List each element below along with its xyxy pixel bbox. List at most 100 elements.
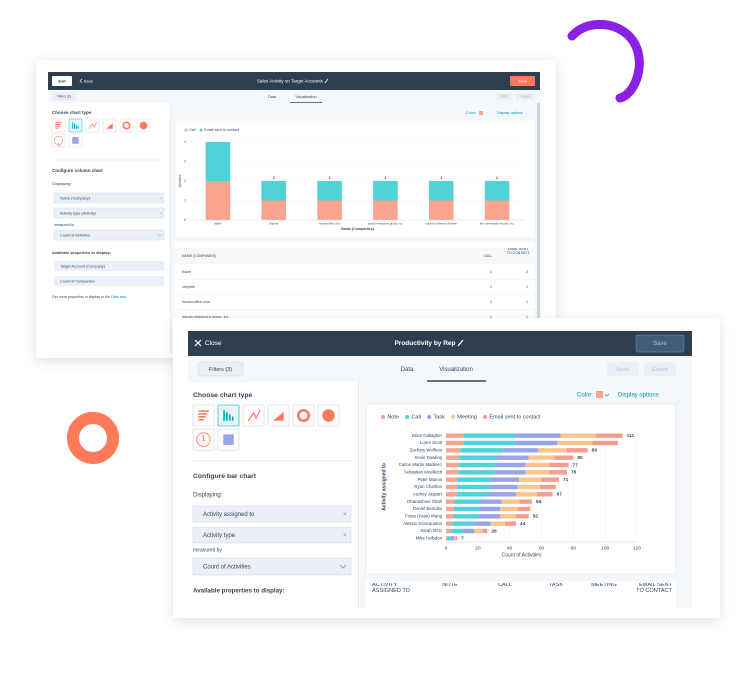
chart-type-option[interactable] bbox=[292, 404, 315, 427]
data-label: 2 bbox=[384, 176, 386, 180]
save-button[interactable] bbox=[510, 76, 535, 86]
bar-segment bbox=[503, 448, 539, 453]
tab[interactable]: Visualization bbox=[295, 95, 316, 99]
section-title: Configure column chart bbox=[52, 168, 103, 173]
measure-select[interactable] bbox=[192, 557, 352, 576]
legend-label: Call bbox=[411, 414, 421, 420]
bar-segment bbox=[525, 462, 550, 468]
legend-marker bbox=[426, 414, 432, 420]
display-options[interactable]: Display options bbox=[618, 393, 659, 399]
color-label[interactable]: Color: bbox=[466, 111, 476, 115]
bar-segment bbox=[517, 506, 531, 512]
bar-segment bbox=[484, 200, 510, 220]
y-tick-label: Dhanashree Shah bbox=[407, 499, 442, 504]
chart-type-option[interactable] bbox=[242, 404, 265, 427]
table-cell: panda restaurant group, inc. bbox=[182, 315, 230, 319]
color-swatch[interactable] bbox=[479, 111, 483, 115]
remove-icon[interactable]: × bbox=[160, 196, 163, 201]
chart-type-option[interactable] bbox=[192, 428, 215, 451]
back-icon bbox=[79, 78, 83, 84]
back-link[interactable]: Back bbox=[84, 79, 93, 84]
bar-segment bbox=[463, 440, 515, 446]
chart-type-option[interactable] bbox=[85, 118, 100, 133]
field-chip[interactable] bbox=[53, 207, 165, 219]
bar-segment bbox=[457, 484, 491, 490]
filters-button[interactable] bbox=[197, 361, 244, 377]
table-cell: 1 bbox=[490, 285, 492, 289]
bar-segment bbox=[317, 181, 342, 201]
edit-icon[interactable] bbox=[457, 339, 464, 347]
field-chip[interactable] bbox=[53, 192, 165, 204]
table-header bbox=[175, 248, 535, 264]
chart-type-option[interactable] bbox=[192, 404, 215, 427]
chart-type-option[interactable] bbox=[51, 118, 66, 133]
x-tick-label: 100 bbox=[601, 545, 609, 551]
report-title: Sales Activity on Target Accounts bbox=[257, 79, 324, 84]
edit-icon[interactable] bbox=[324, 78, 329, 84]
bar-segment bbox=[458, 470, 496, 475]
save-button[interactable] bbox=[635, 334, 685, 353]
chart-type-option[interactable] bbox=[68, 118, 83, 133]
section-title: Configure bar chart bbox=[193, 473, 257, 480]
display-options[interactable]: Display options bbox=[497, 111, 523, 115]
export-button[interactable] bbox=[516, 93, 535, 100]
bar-segment bbox=[484, 181, 510, 201]
table-cell: 1 bbox=[490, 300, 492, 304]
table-cell: 2 bbox=[526, 270, 528, 274]
caret bbox=[157, 233, 163, 237]
undo-button[interactable] bbox=[495, 93, 513, 100]
color-label[interactable]: Color: bbox=[577, 393, 593, 399]
field-chip[interactable] bbox=[192, 526, 352, 544]
measure-select[interactable] bbox=[53, 229, 165, 241]
icon-glyph bbox=[53, 135, 64, 145]
bar-segment bbox=[474, 528, 483, 534]
section-title: Choose chart type bbox=[52, 110, 92, 115]
chart-panel bbox=[174, 119, 536, 239]
header-bar bbox=[188, 331, 692, 356]
bar-segment bbox=[453, 536, 456, 541]
help-text: Get more properties to display in the Da… bbox=[52, 295, 127, 299]
x-tick-label: tailored turtleneck kitchen bbox=[425, 222, 457, 226]
bar-segment bbox=[554, 455, 574, 460]
color-swatch[interactable] bbox=[596, 391, 603, 398]
icon-glyph bbox=[72, 137, 79, 144]
bar-segment bbox=[479, 506, 501, 512]
property-chip[interactable] bbox=[54, 261, 164, 271]
chart-type-option[interactable] bbox=[51, 133, 66, 148]
x-tick-label: panda restaurant group, inc. bbox=[368, 222, 403, 226]
bar-segment bbox=[495, 470, 526, 475]
remove-icon[interactable]: × bbox=[343, 532, 347, 539]
field-chip[interactable] bbox=[192, 505, 352, 523]
filters-button[interactable] bbox=[52, 92, 76, 101]
exit-button[interactable] bbox=[52, 76, 72, 86]
close-icon[interactable] bbox=[194, 339, 202, 347]
chart-type-option[interactable] bbox=[217, 404, 240, 427]
bar-segment bbox=[453, 499, 480, 504]
chart-type-option[interactable] bbox=[102, 118, 117, 133]
table-header-cell: NOTE bbox=[442, 583, 458, 588]
tab[interactable]: Data bbox=[268, 95, 277, 99]
data-step-link[interactable]: Data step. bbox=[111, 295, 127, 299]
legend-label: Note bbox=[387, 414, 399, 420]
undo-button[interactable] bbox=[607, 362, 639, 376]
tab[interactable]: Data bbox=[401, 367, 414, 373]
data-label: 89 bbox=[592, 448, 598, 454]
property-label: Target Account (Company) bbox=[60, 265, 106, 269]
tab[interactable]: Visualization bbox=[439, 367, 473, 373]
bar-segment bbox=[495, 462, 526, 468]
bar-segment bbox=[450, 536, 454, 541]
data-label: 2 bbox=[496, 176, 498, 180]
x-tick-label: 60 bbox=[539, 545, 545, 551]
remove-icon[interactable]: × bbox=[343, 511, 347, 518]
chart-type-option[interactable] bbox=[119, 118, 134, 133]
export-button[interactable] bbox=[644, 362, 676, 376]
bar-segment bbox=[446, 514, 454, 519]
chart-type-option[interactable] bbox=[267, 404, 290, 427]
bar-segment bbox=[500, 506, 518, 512]
bar-segment bbox=[539, 484, 556, 490]
property-chip[interactable] bbox=[54, 276, 164, 286]
remove-icon[interactable]: × bbox=[160, 211, 163, 216]
y-tick-label: Daniel Bertolini bbox=[413, 506, 442, 511]
close-label[interactable]: Close bbox=[205, 340, 222, 347]
legend-label: Call bbox=[189, 128, 196, 132]
